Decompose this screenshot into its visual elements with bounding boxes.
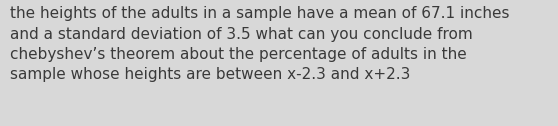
Text: the heights of the adults in a sample have a mean of 67.1 inches
and a standard : the heights of the adults in a sample ha… bbox=[10, 6, 509, 83]
